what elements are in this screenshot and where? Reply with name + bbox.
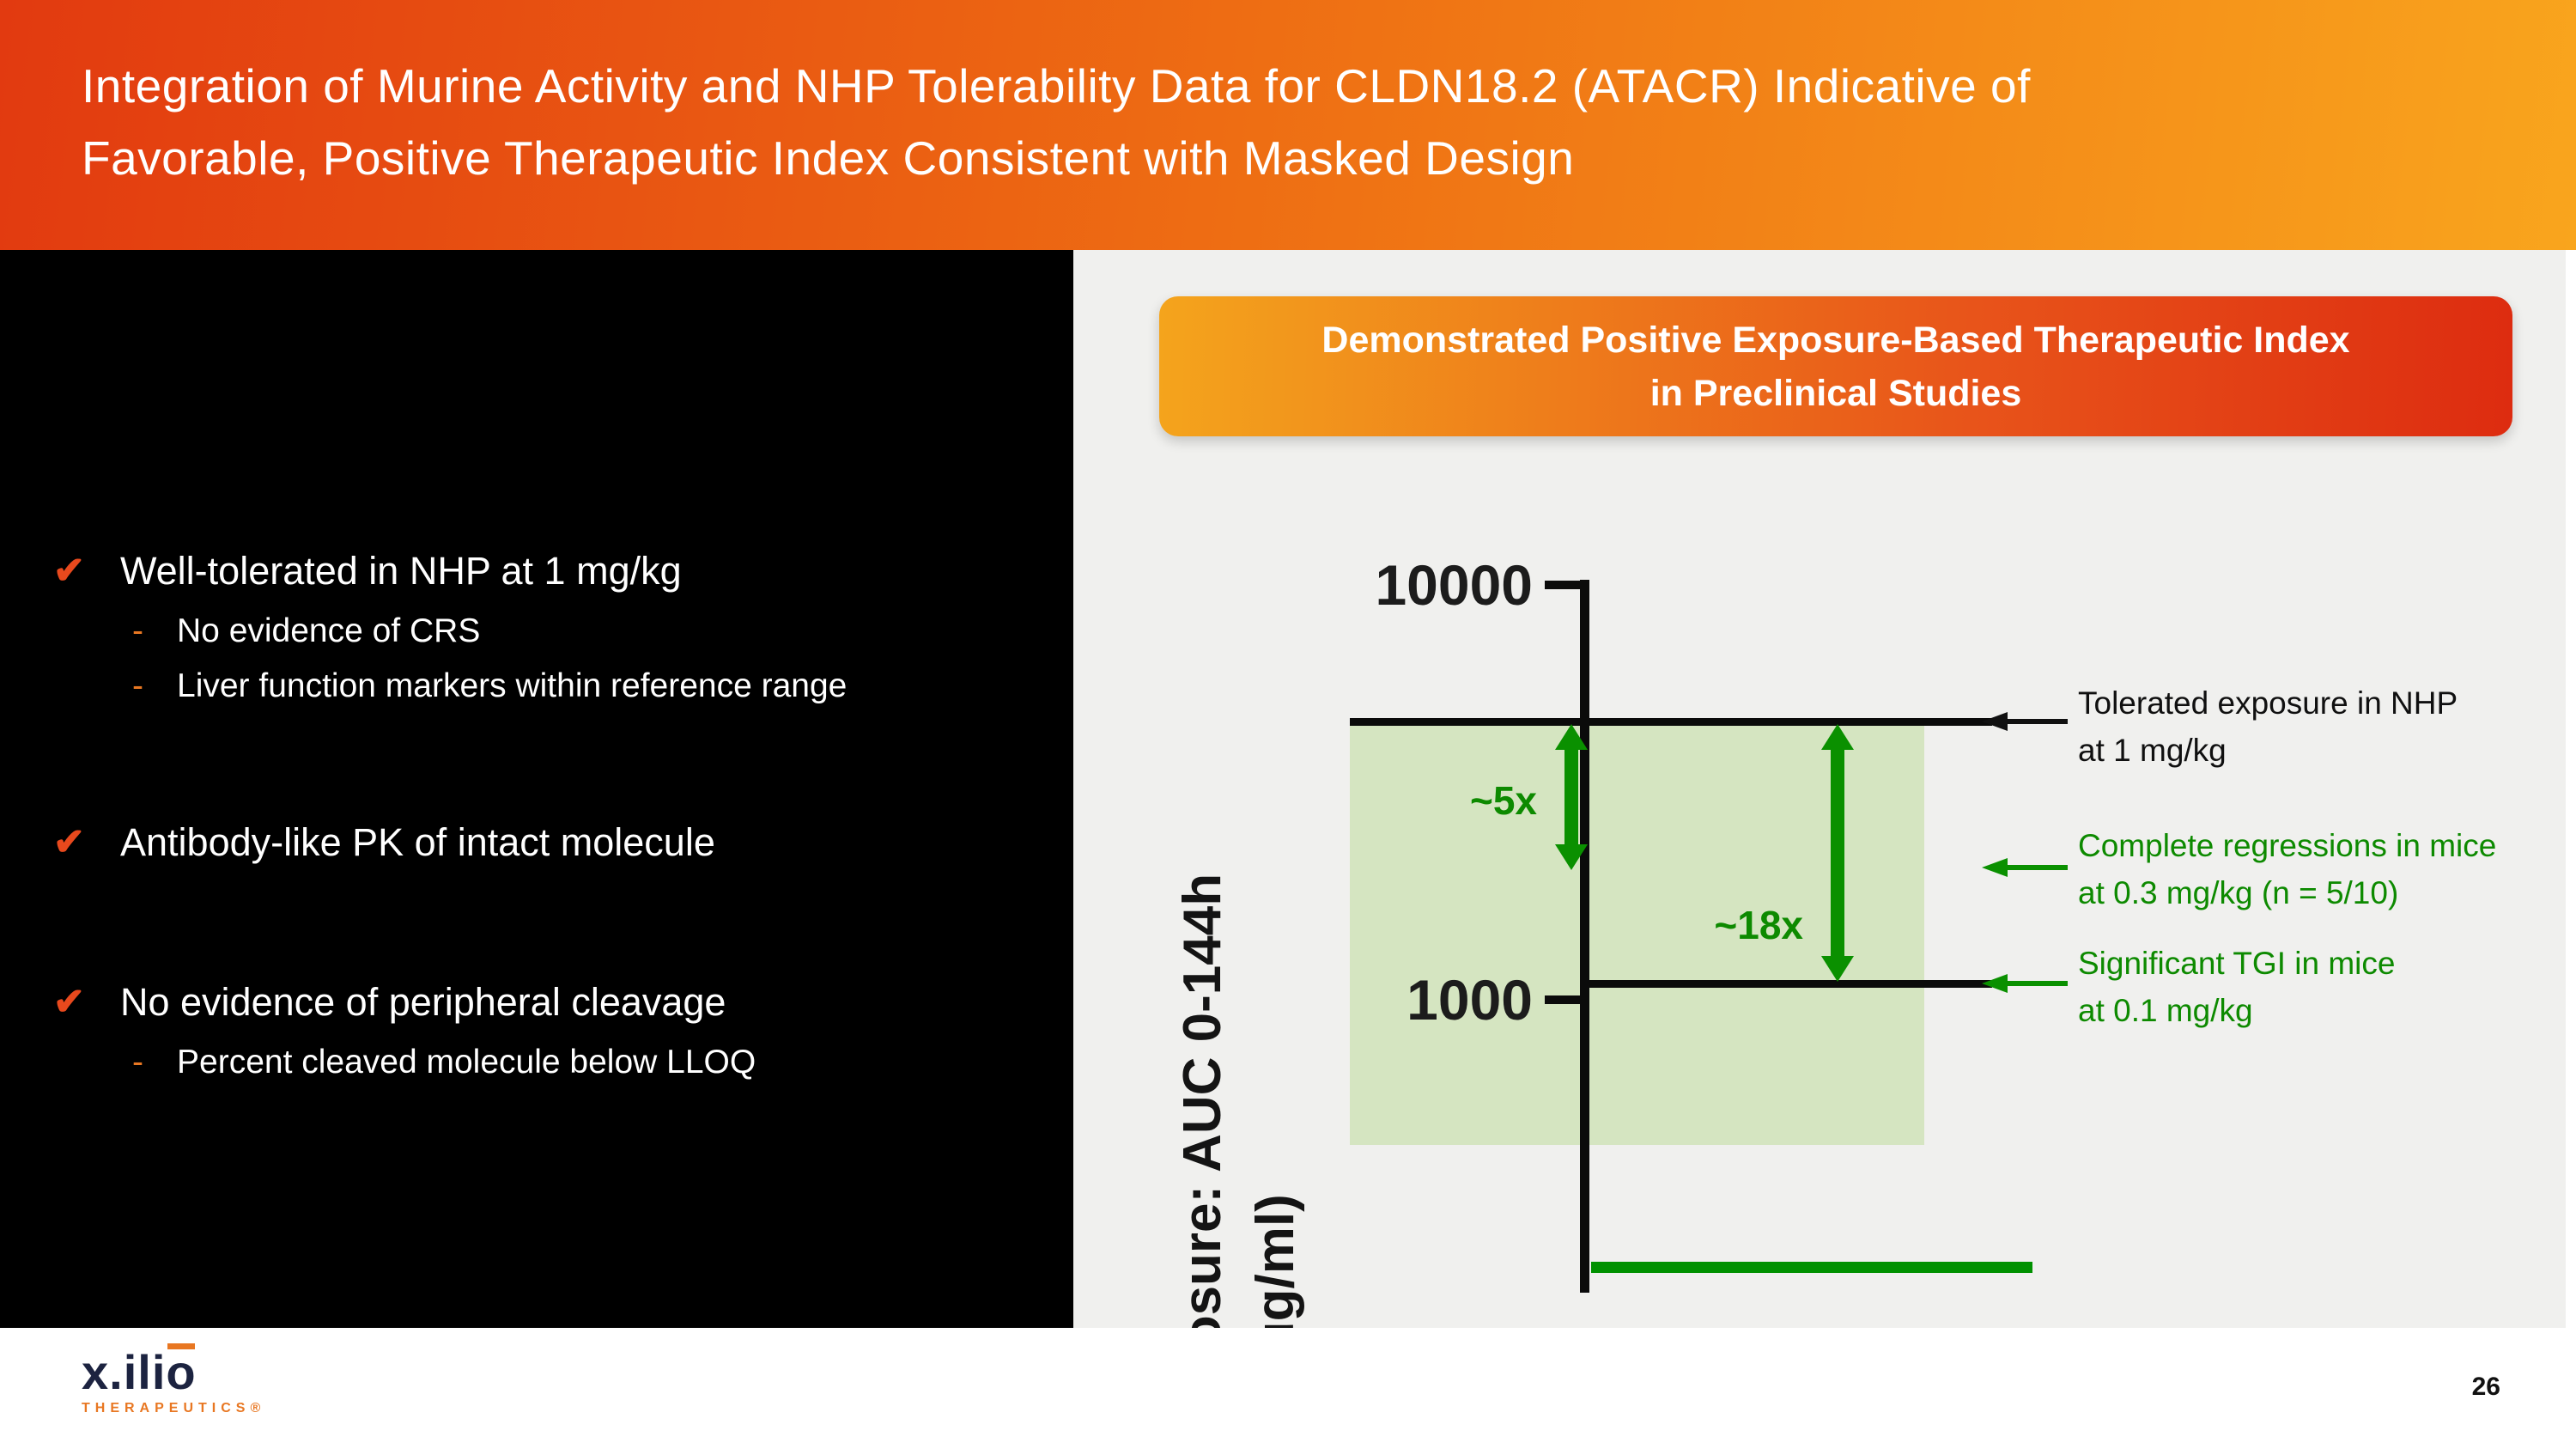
- chart-panel: Demonstrated Positive Exposure-Based The…: [1073, 250, 2566, 1328]
- chart-banner-line2: in Preclinical Studies: [1649, 373, 2022, 414]
- fold-18x-arrow-icon: [1821, 724, 1854, 982]
- dash-icon: -: [132, 667, 143, 704]
- page-number: 26: [2471, 1373, 2500, 1401]
- sub-bullet-text: Liver function markers within reference …: [177, 667, 848, 704]
- tolerated-annotation-arrow-icon: [1982, 712, 2068, 731]
- xilio-logo-subtext: THERAPEUTICS®: [82, 1401, 266, 1416]
- tolerated-exposure-line: [1350, 718, 1992, 726]
- annotation-tgi-line2: at 0.1 mg/kg: [2078, 993, 2253, 1028]
- sub-bullet-text: No evidence of CRS: [177, 612, 481, 649]
- bullet-group-pk: ✔ Antibody-like PK of intact molecule: [53, 818, 1048, 868]
- bullet-text: Well-tolerated in NHP at 1 mg/kg: [120, 549, 682, 593]
- lower-exposure-line: [1591, 1262, 2032, 1273]
- title-banner: Integration of Murine Activity and NHP T…: [0, 0, 2576, 250]
- footer: x.ili o THERAPEUTICS® 26: [0, 1328, 2576, 1449]
- y-tick-10000: [1545, 581, 1581, 589]
- bullet-text: No evidence of peripheral cleavage: [120, 980, 726, 1024]
- annotation-tgi: Significant TGI in mice at 0.1 mg/kg: [2078, 940, 2559, 1034]
- annotation-tolerated-line2: at 1 mg/kg: [2078, 733, 2227, 768]
- bullet-item: ✔ No evidence of peripheral cleavage: [53, 977, 1048, 1027]
- fold-5x-label: ~5x: [1469, 778, 1537, 823]
- fold-5x-arrow-icon: [1555, 724, 1588, 870]
- annotation-regressions-line1: Complete regressions in mice: [2078, 828, 2497, 863]
- check-icon: ✔: [53, 981, 85, 1023]
- xilio-logo: x.ili o THERAPEUTICS®: [82, 1343, 266, 1416]
- bullet-text: Antibody-like PK of intact molecule: [120, 820, 715, 864]
- bullet-group-tolerability: ✔ Well-tolerated in NHP at 1 mg/kg - No …: [53, 546, 1048, 708]
- bullet-item: ✔ Antibody-like PK of intact molecule: [53, 818, 1048, 868]
- sub-bullet-text: Percent cleaved molecule below LLOQ: [177, 1044, 756, 1081]
- annotation-tgi-line1: Significant TGI in mice: [2078, 946, 2396, 981]
- key-findings-panel: ✔ Well-tolerated in NHP at 1 mg/kg - No …: [0, 250, 1073, 1328]
- y-axis-label-line1: Exposure: AUC 0-144h: [1173, 873, 1232, 1328]
- slide-title-line1: Integration of Murine Activity and NHP T…: [82, 59, 2031, 113]
- bullet-item: ✔ Well-tolerated in NHP at 1 mg/kg: [53, 546, 1048, 596]
- logo-macron-accent: [167, 1343, 196, 1349]
- sub-bullet: - Percent cleaved molecule below LLOQ: [53, 1041, 1048, 1084]
- bullet-group-cleavage: ✔ No evidence of peripheral cleavage - P…: [53, 977, 1048, 1084]
- logo-main-text: x.ili: [82, 1345, 167, 1399]
- check-icon: ✔: [53, 821, 85, 863]
- dash-icon: -: [132, 612, 143, 649]
- y-tick-label-10000: 10000: [1375, 553, 1533, 617]
- fold-18x-label: ~18x: [1714, 903, 1803, 947]
- y-axis-label-line2: (hr*ug/ml): [1246, 1194, 1305, 1328]
- sub-bullet: - No evidence of CRS: [53, 610, 1048, 653]
- regressions-annotation-arrow-icon: [1982, 858, 2068, 877]
- annotation-regressions: Complete regressions in mice at 0.3 mg/k…: [2078, 822, 2559, 916]
- dash-icon: -: [132, 1044, 143, 1081]
- y-axis-line: [1580, 580, 1589, 1293]
- xilio-logo-wordmark: x.ili o: [82, 1343, 265, 1397]
- slide-title-line2: Favorable, Positive Therapeutic Index Co…: [82, 131, 1575, 185]
- chart-title-banner: Demonstrated Positive Exposure-Based The…: [1159, 296, 2512, 436]
- annotation-tolerated: Tolerated exposure in NHP at 1 mg/kg: [2078, 679, 2559, 774]
- sub-bullet: - Liver function markers within referenc…: [53, 665, 1048, 708]
- therapeutic-window-band: [1350, 721, 1924, 1145]
- tgi-annotation-arrow-icon: [1982, 974, 2068, 993]
- annotation-regressions-line2: at 0.3 mg/kg (n = 5/10): [2078, 875, 2399, 910]
- logo-o-text: o: [166, 1345, 197, 1399]
- check-icon: ✔: [53, 550, 85, 592]
- chart-banner-line1: Demonstrated Positive Exposure-Based The…: [1321, 320, 2350, 361]
- tgi-exposure-line: [1584, 980, 1992, 988]
- y-tick-label-1000: 1000: [1406, 968, 1533, 1032]
- annotation-tolerated-line1: Tolerated exposure in NHP: [2078, 685, 2458, 721]
- y-axis-label: Exposure: AUC 0-144h (hr*ug/ml): [1166, 690, 1317, 1328]
- y-tick-1000: [1545, 995, 1581, 1004]
